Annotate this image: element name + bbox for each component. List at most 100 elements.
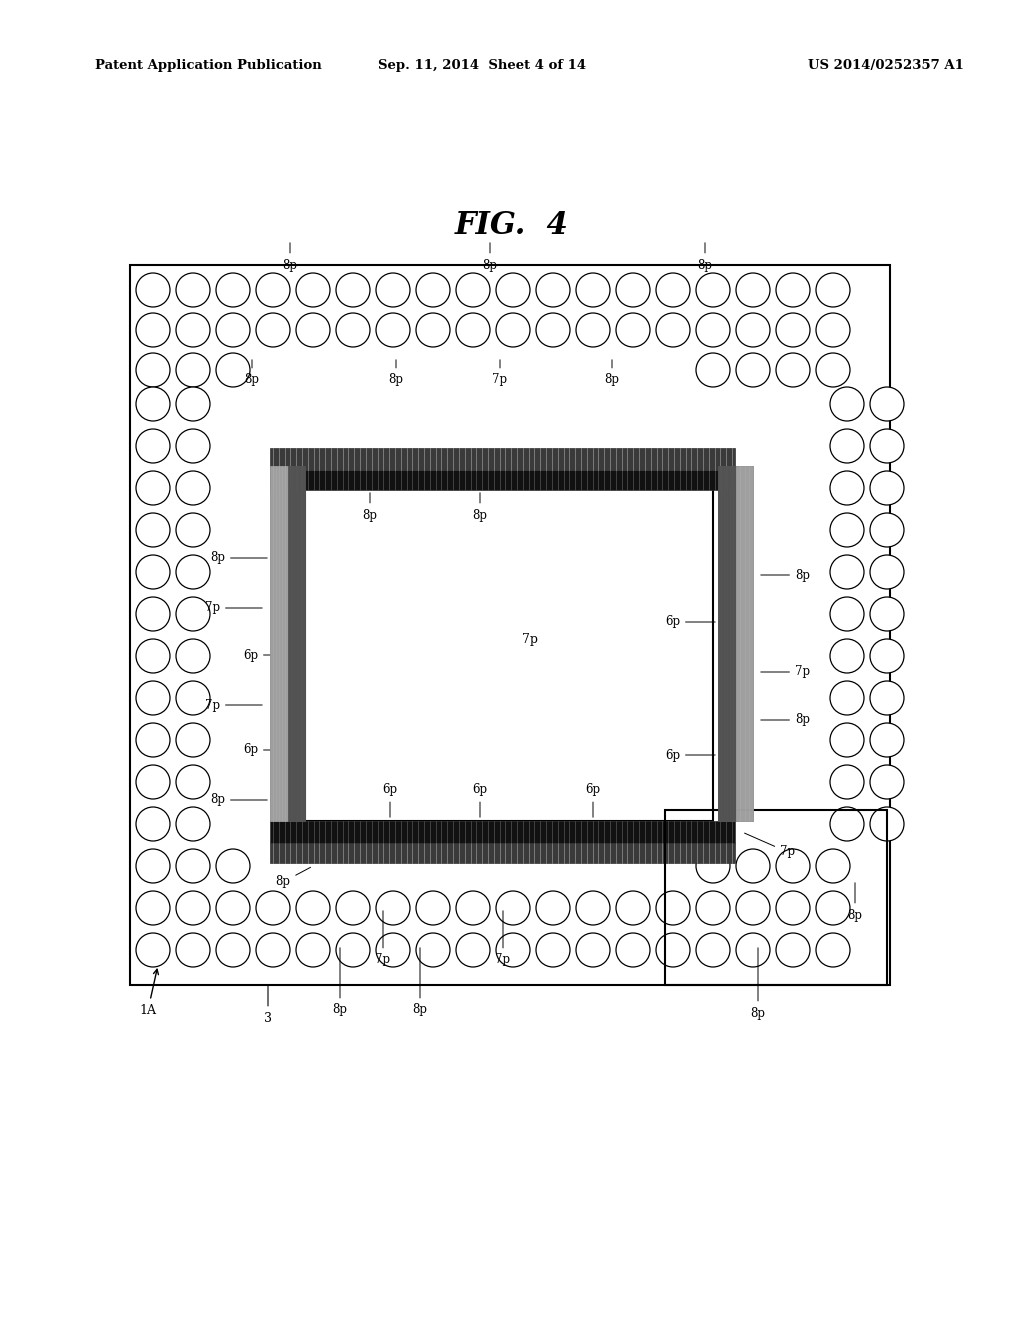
Circle shape — [776, 273, 810, 308]
Circle shape — [816, 891, 850, 925]
Circle shape — [536, 273, 570, 308]
Bar — [305, 466, 713, 821]
Text: 7p: 7p — [761, 665, 810, 678]
Circle shape — [456, 933, 490, 968]
Circle shape — [376, 273, 410, 308]
Text: 7p: 7p — [205, 602, 262, 615]
Circle shape — [870, 471, 904, 506]
Circle shape — [616, 273, 650, 308]
Circle shape — [696, 891, 730, 925]
Circle shape — [536, 933, 570, 968]
Circle shape — [176, 849, 210, 883]
Circle shape — [870, 387, 904, 421]
Text: 7p: 7p — [744, 833, 795, 858]
Circle shape — [816, 933, 850, 968]
Circle shape — [376, 891, 410, 925]
Circle shape — [176, 723, 210, 756]
Circle shape — [176, 639, 210, 673]
Circle shape — [336, 891, 370, 925]
Text: 8p: 8p — [388, 360, 403, 387]
Circle shape — [736, 273, 770, 308]
Text: 8p: 8p — [482, 243, 498, 272]
Circle shape — [696, 313, 730, 347]
Circle shape — [136, 313, 170, 347]
Circle shape — [216, 273, 250, 308]
Circle shape — [176, 766, 210, 799]
Circle shape — [830, 429, 864, 463]
Circle shape — [136, 352, 170, 387]
Circle shape — [536, 313, 570, 347]
Text: US 2014/0252357 A1: US 2014/0252357 A1 — [808, 58, 964, 71]
Circle shape — [656, 933, 690, 968]
Circle shape — [136, 849, 170, 883]
Circle shape — [656, 891, 690, 925]
Circle shape — [870, 597, 904, 631]
Circle shape — [176, 933, 210, 968]
Circle shape — [296, 933, 330, 968]
Circle shape — [176, 387, 210, 421]
Circle shape — [336, 313, 370, 347]
Bar — [270, 447, 735, 470]
Circle shape — [575, 313, 610, 347]
Circle shape — [176, 891, 210, 925]
Circle shape — [216, 352, 250, 387]
Text: 7p: 7p — [496, 911, 511, 966]
Circle shape — [336, 273, 370, 308]
Text: 8p: 8p — [362, 492, 378, 521]
Circle shape — [536, 891, 570, 925]
Text: Sep. 11, 2014  Sheet 4 of 14: Sep. 11, 2014 Sheet 4 of 14 — [378, 58, 586, 71]
Bar — [270, 470, 735, 490]
Circle shape — [656, 273, 690, 308]
Circle shape — [136, 513, 170, 546]
Text: 8p: 8p — [275, 867, 310, 888]
Text: 8p: 8p — [761, 714, 810, 726]
Circle shape — [456, 313, 490, 347]
Circle shape — [776, 891, 810, 925]
Circle shape — [870, 681, 904, 715]
Circle shape — [776, 352, 810, 387]
Text: 8p: 8p — [210, 552, 267, 565]
Circle shape — [256, 313, 290, 347]
Circle shape — [736, 933, 770, 968]
Circle shape — [830, 766, 864, 799]
Circle shape — [136, 554, 170, 589]
Circle shape — [830, 554, 864, 589]
Text: 6p: 6p — [382, 784, 397, 817]
Circle shape — [416, 891, 450, 925]
Circle shape — [616, 933, 650, 968]
Circle shape — [870, 639, 904, 673]
Text: 8p: 8p — [848, 883, 862, 921]
Circle shape — [136, 891, 170, 925]
Circle shape — [136, 429, 170, 463]
Circle shape — [830, 471, 864, 506]
Circle shape — [830, 387, 864, 421]
Circle shape — [456, 273, 490, 308]
Text: 8p: 8p — [413, 948, 427, 1016]
Circle shape — [736, 313, 770, 347]
Circle shape — [816, 352, 850, 387]
Circle shape — [176, 429, 210, 463]
Circle shape — [496, 933, 530, 968]
Bar — [270, 466, 288, 821]
Circle shape — [376, 313, 410, 347]
Circle shape — [136, 273, 170, 308]
Circle shape — [416, 933, 450, 968]
Circle shape — [575, 891, 610, 925]
Circle shape — [176, 352, 210, 387]
Circle shape — [176, 273, 210, 308]
Circle shape — [776, 313, 810, 347]
Text: Patent Application Publication: Patent Application Publication — [95, 58, 322, 71]
Text: 7p: 7p — [493, 360, 508, 387]
Circle shape — [136, 807, 170, 841]
Circle shape — [656, 313, 690, 347]
Text: FIG.  4: FIG. 4 — [455, 210, 569, 240]
Circle shape — [736, 891, 770, 925]
Circle shape — [870, 554, 904, 589]
Circle shape — [136, 597, 170, 631]
Text: 1A: 1A — [139, 969, 159, 1016]
Circle shape — [870, 807, 904, 841]
Circle shape — [696, 933, 730, 968]
Text: 8p: 8p — [751, 948, 766, 1019]
Circle shape — [136, 387, 170, 421]
Bar — [270, 843, 735, 863]
